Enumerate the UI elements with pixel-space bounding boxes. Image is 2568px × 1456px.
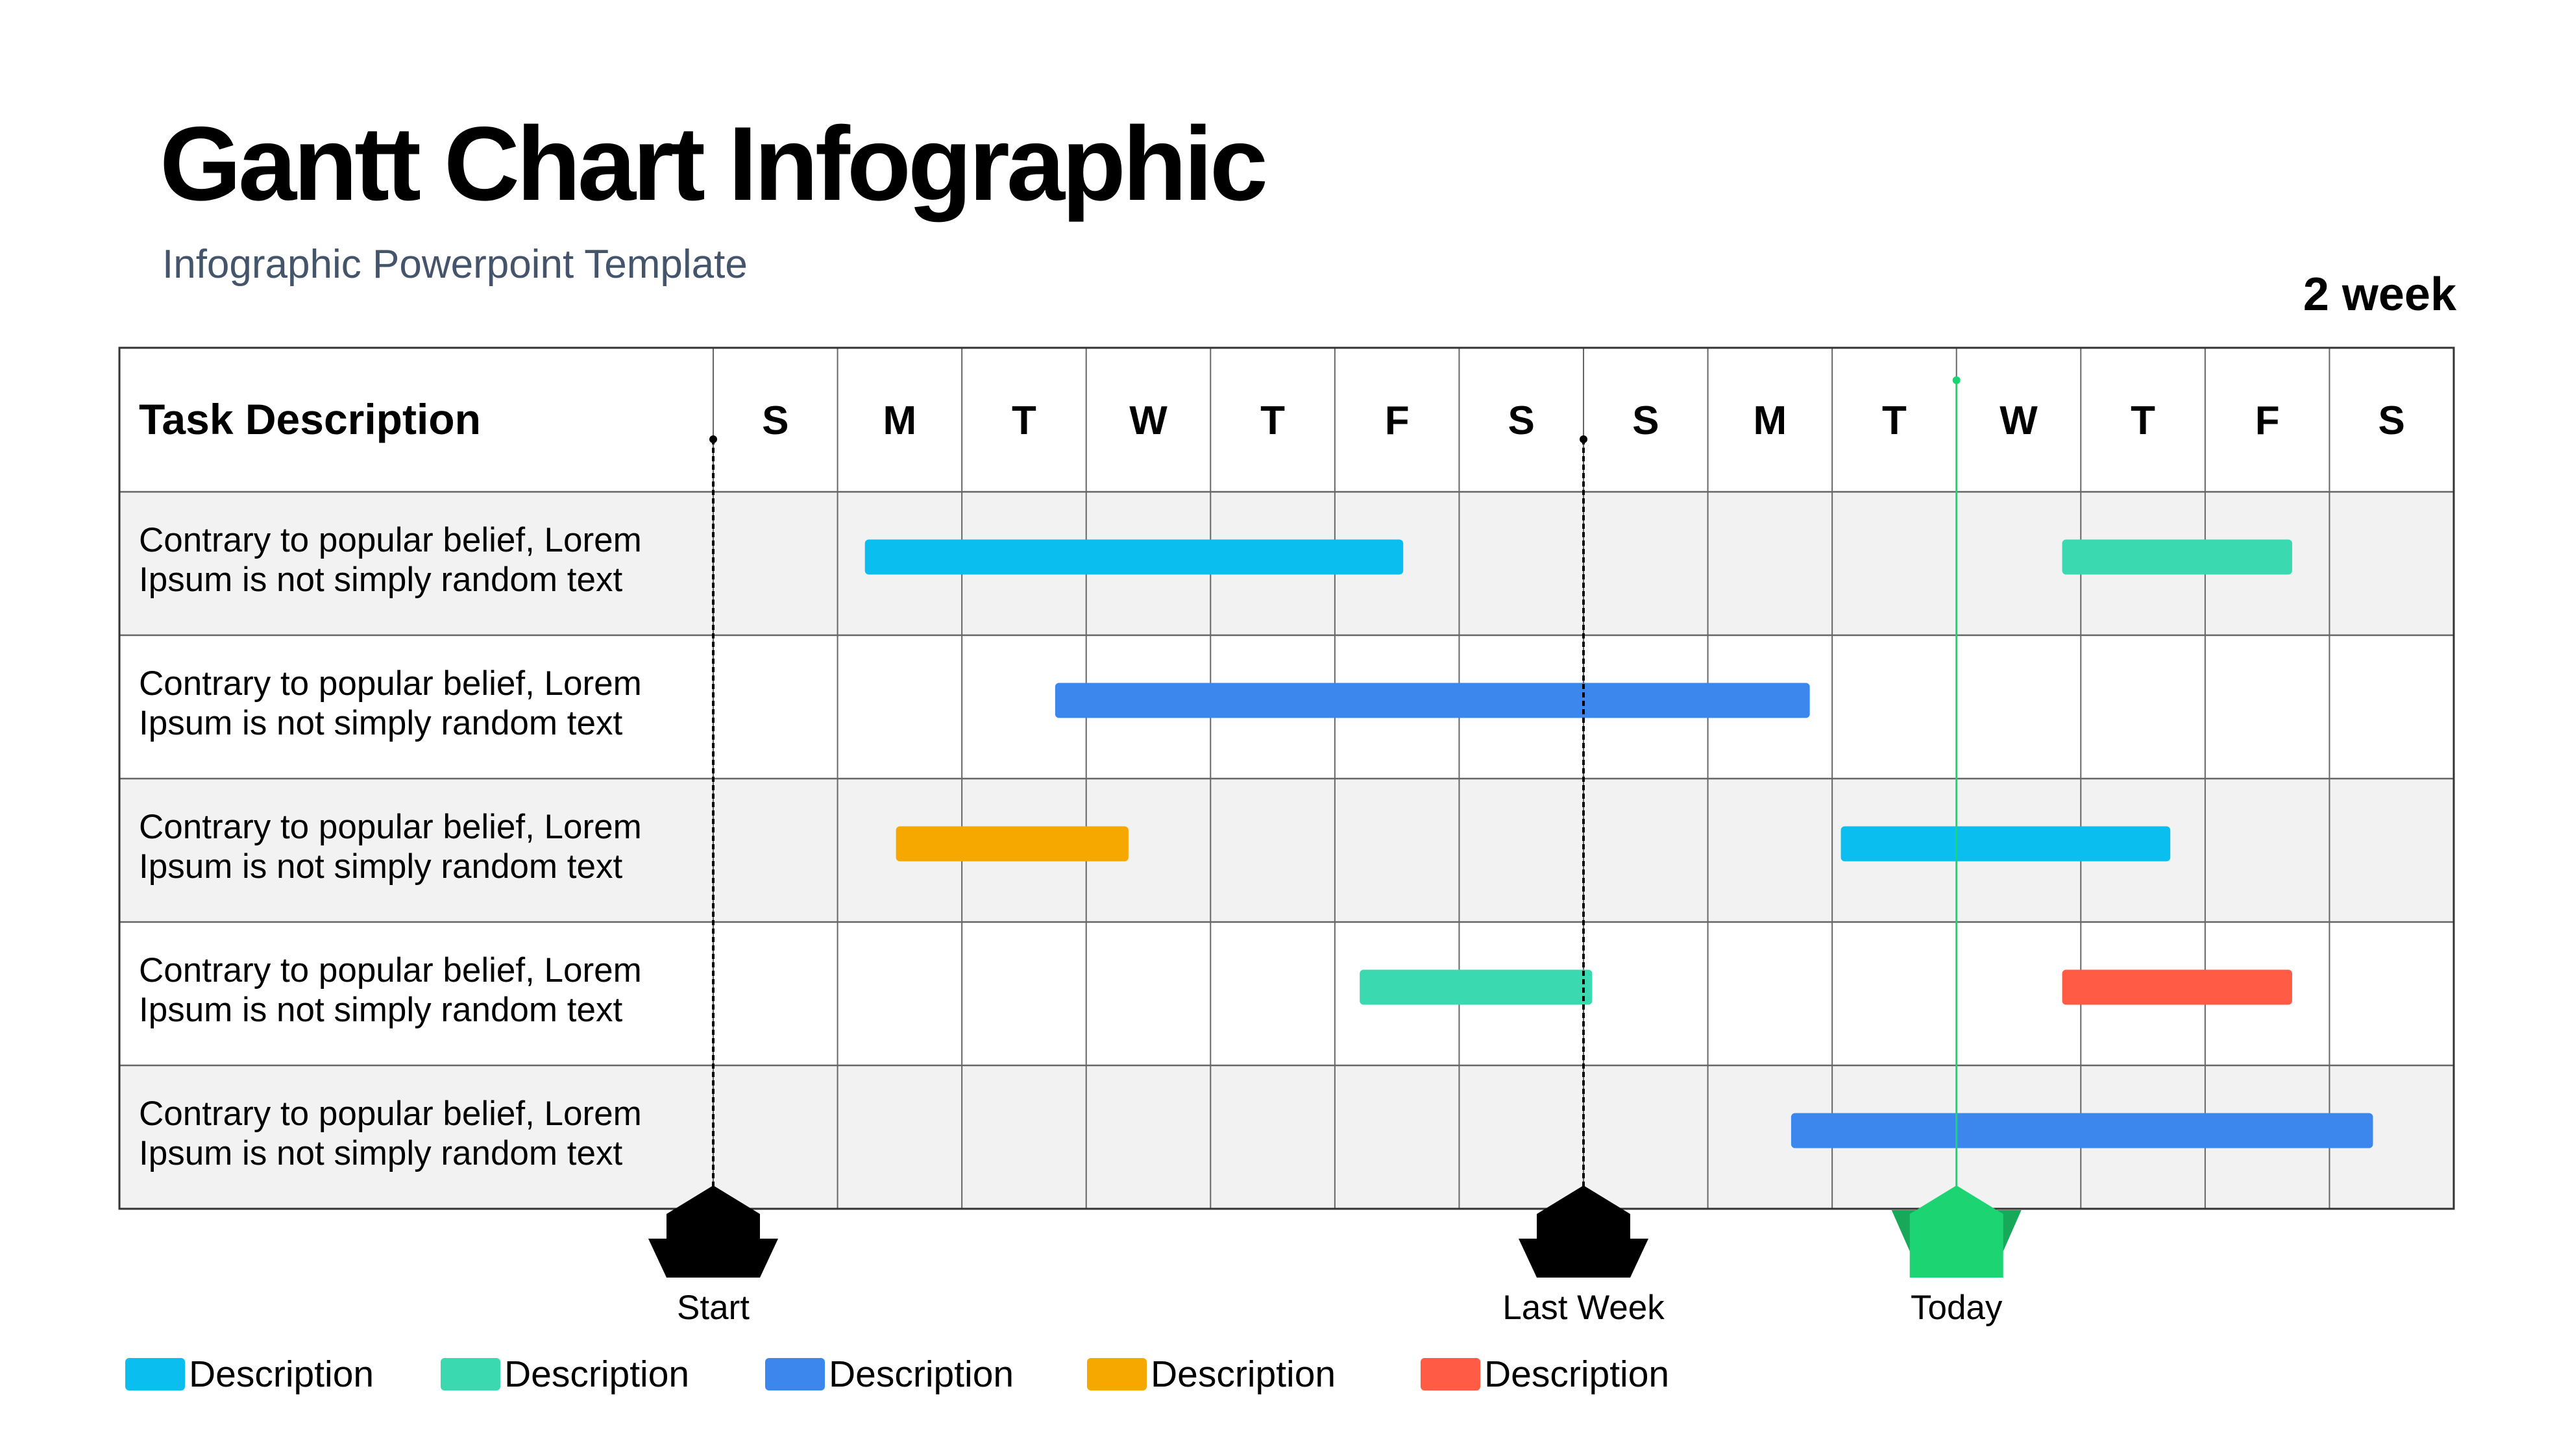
- today-marker-icon: [1909, 1185, 2003, 1278]
- task-label: Contrary to popular belief, Lorem: [139, 951, 642, 989]
- task-label: Contrary to popular belief, Lorem: [139, 1095, 642, 1133]
- legend-item: Description: [441, 1353, 690, 1395]
- marker-label: Last Week: [1502, 1289, 1665, 1327]
- day-header: S: [2378, 398, 2405, 443]
- legend-label: Description: [829, 1353, 1014, 1395]
- legend-item: Description: [125, 1353, 374, 1395]
- day-header: F: [1385, 398, 1410, 443]
- task-label: Ipsum is not simply random text: [139, 704, 622, 742]
- gantt-bar: [896, 826, 1129, 862]
- task-label: Contrary to popular belief, Lorem: [139, 521, 642, 559]
- page-title: Gantt Chart Infographic: [160, 105, 1268, 223]
- legend-swatch: [441, 1358, 500, 1390]
- legend-item: Description: [765, 1353, 1014, 1395]
- legend-item: Description: [1087, 1353, 1336, 1395]
- day-header: S: [762, 398, 789, 443]
- marker-icon: [1519, 1185, 1648, 1278]
- day-header: T: [1260, 398, 1285, 443]
- legend-label: Description: [1151, 1353, 1336, 1395]
- legend-label: Description: [1484, 1353, 1670, 1395]
- gantt-chart: Task Description S M T W T F S S M T W T F S Contrary t…: [118, 346, 2455, 1327]
- legend-item: Description: [1421, 1353, 1670, 1395]
- day-header: T: [1882, 398, 1907, 443]
- gantt-bar: [1840, 826, 2171, 862]
- legend-swatch: [125, 1358, 185, 1390]
- marker-label: Start: [677, 1289, 750, 1327]
- task-label: Contrary to popular belief, Lorem: [139, 808, 642, 846]
- gantt-bar: [2062, 969, 2292, 1005]
- legend-swatch: [1421, 1358, 1480, 1390]
- task-label: Ipsum is not simply random text: [139, 847, 622, 886]
- table-border: [118, 346, 2455, 1210]
- marker-dot: [709, 435, 717, 443]
- day-header: T: [1012, 398, 1036, 443]
- day-header: W: [1129, 398, 1168, 443]
- legend-swatch: [765, 1358, 825, 1390]
- gantt-bar: [2062, 539, 2292, 575]
- task-label: Ipsum is not simply random text: [139, 991, 622, 1029]
- day-header: T: [2131, 398, 2155, 443]
- legend: Description Description Description Descrip…: [125, 1353, 1877, 1395]
- day-header: M: [1754, 398, 1787, 443]
- task-label: Contrary to popular belief, Lorem: [139, 664, 642, 703]
- legend-label: Description: [189, 1353, 374, 1395]
- day-header: W: [1999, 398, 2038, 443]
- task-description-header: Task Description: [139, 395, 481, 443]
- marker-dot: [1952, 376, 1961, 384]
- gantt-bar: [1055, 683, 1810, 718]
- day-header: S: [1632, 398, 1659, 443]
- marker-label: Today: [1911, 1289, 2003, 1327]
- page-subtitle: Infographic Powerpoint Template: [162, 242, 748, 287]
- marker-dot: [1580, 435, 1587, 443]
- gantt-bar: [1791, 1113, 2373, 1148]
- legend-swatch: [1087, 1358, 1147, 1390]
- marker-icon: [648, 1185, 778, 1278]
- legend-label: Description: [504, 1353, 690, 1395]
- gantt-bar: [1360, 969, 1593, 1005]
- day-header: S: [1508, 398, 1535, 443]
- gantt-bar: [864, 539, 1404, 575]
- task-label: Ipsum is not simply random text: [139, 561, 622, 599]
- day-header: M: [883, 398, 917, 443]
- period-label: 2 week: [2303, 269, 2456, 321]
- task-label: Ipsum is not simply random text: [139, 1134, 622, 1172]
- day-header: F: [2255, 398, 2280, 443]
